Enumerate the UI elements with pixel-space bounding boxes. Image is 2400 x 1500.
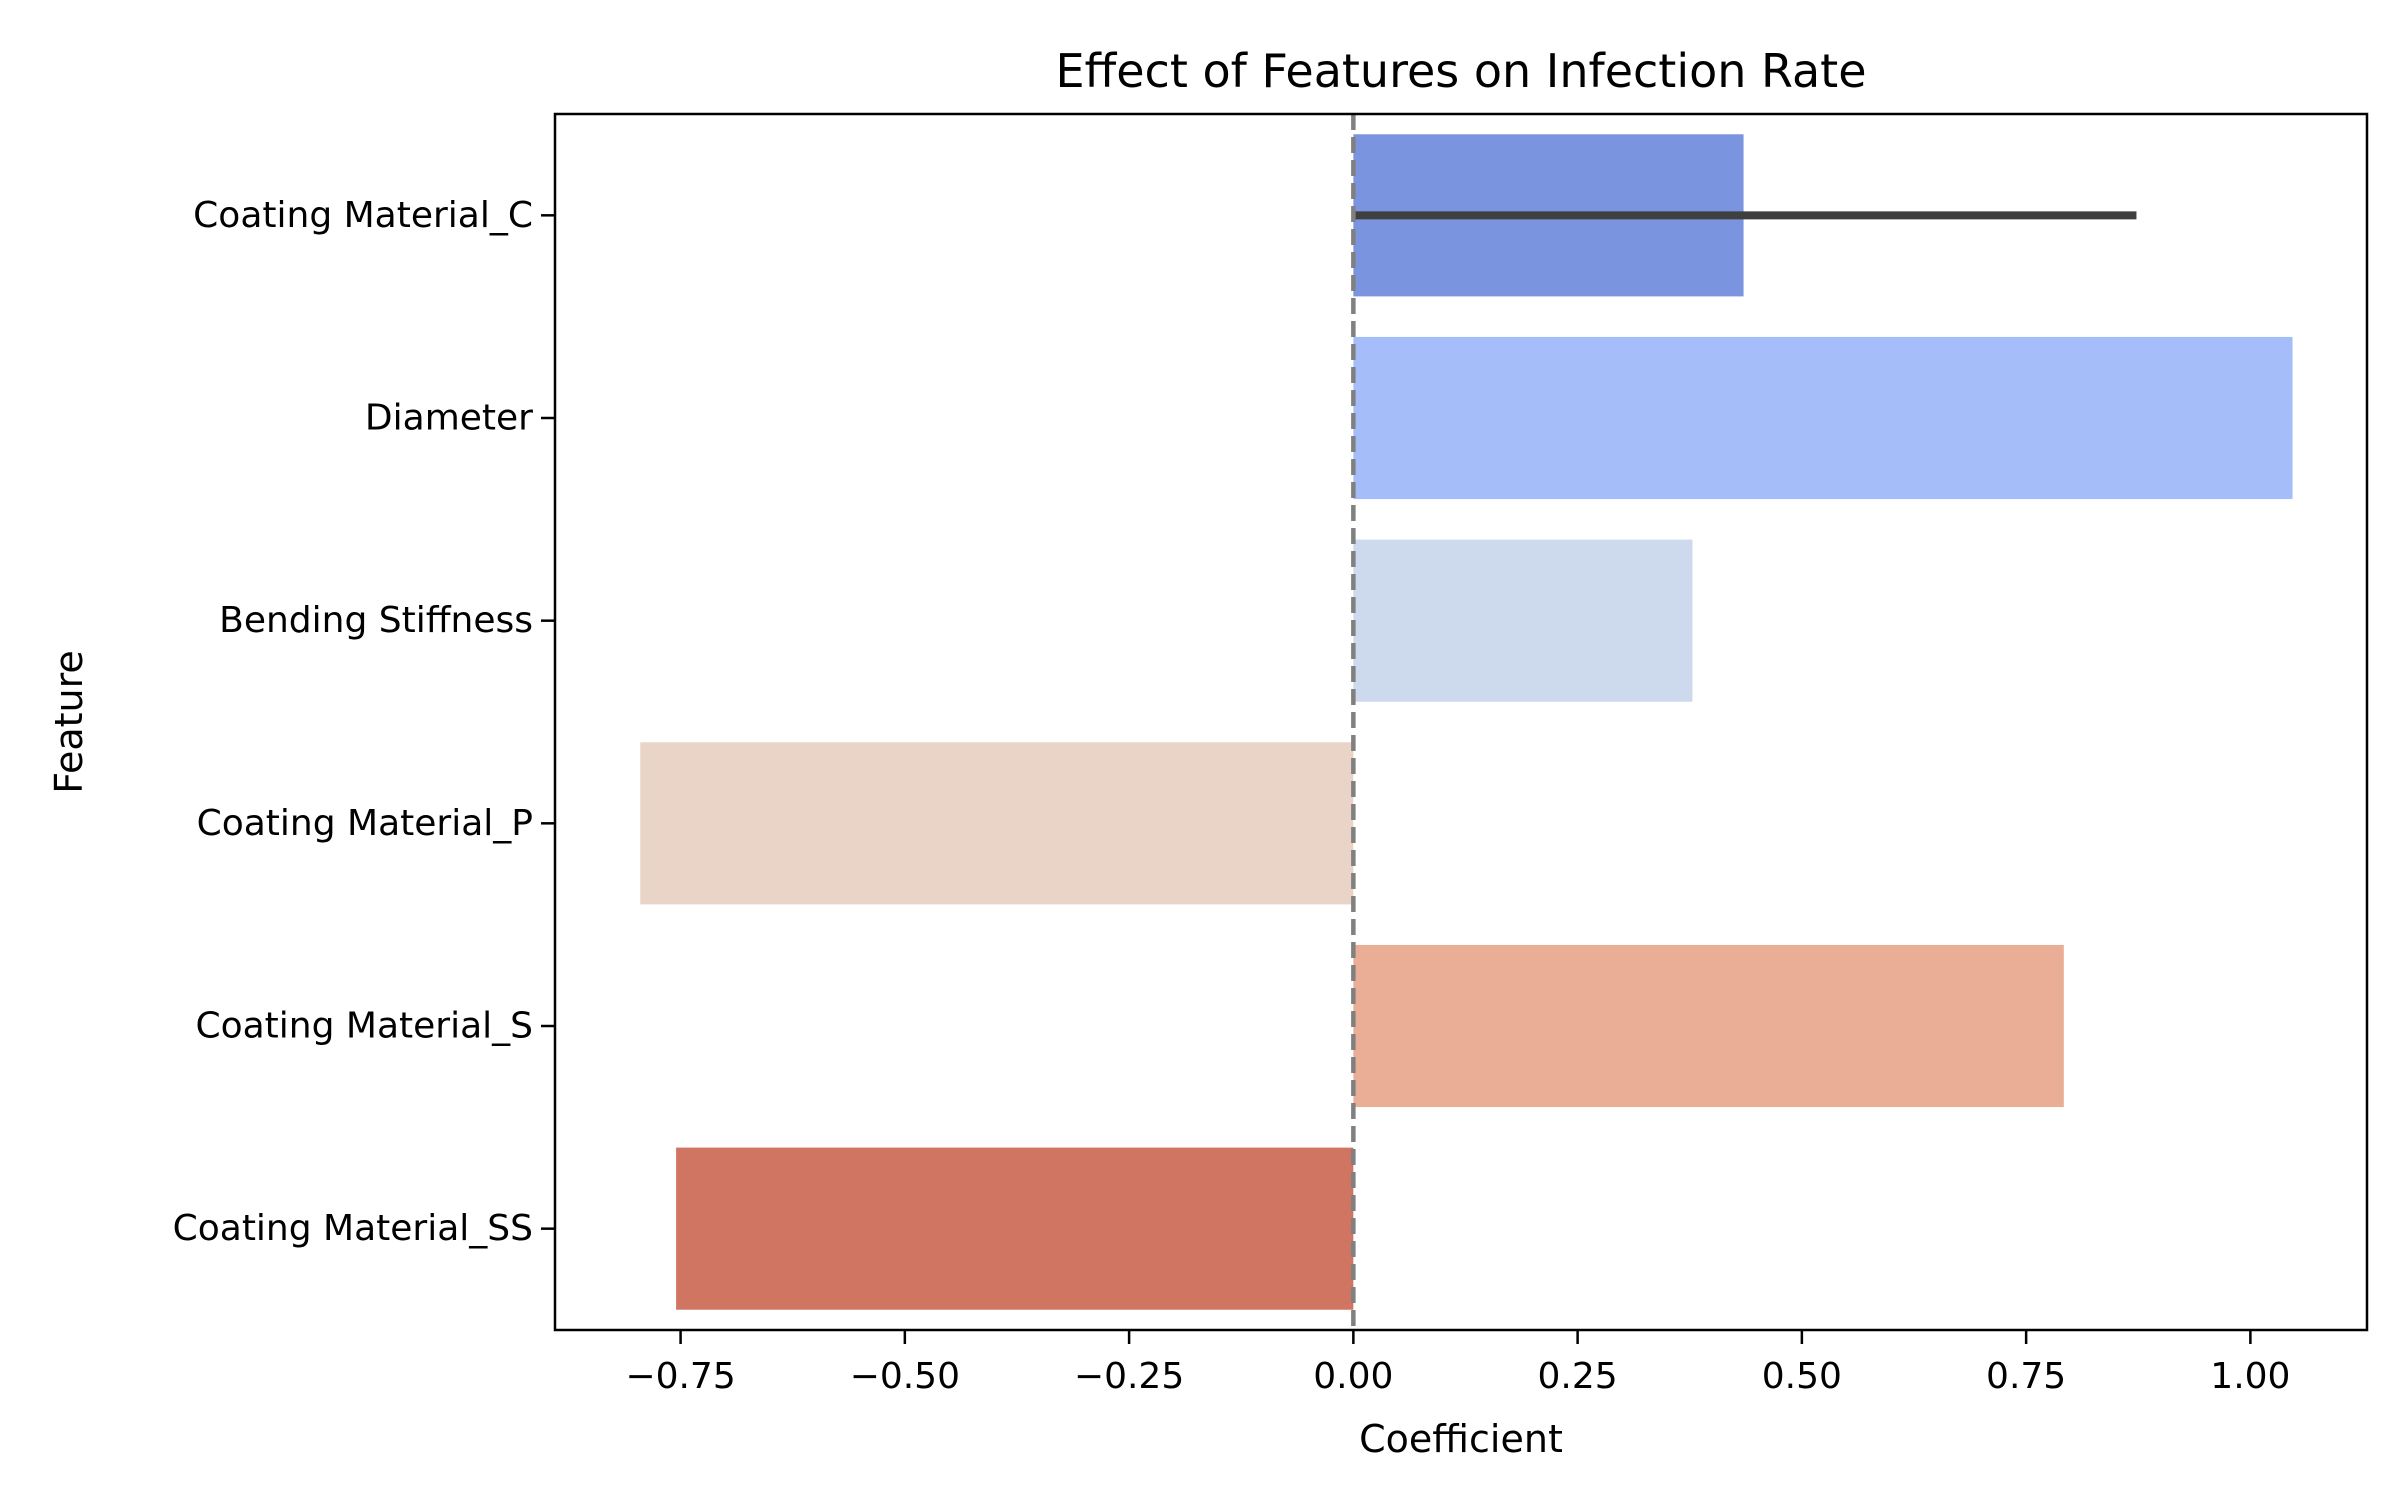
y-tick-label: Bending Stiffness bbox=[219, 600, 533, 641]
x-axis-ticks: −0.75 −0.50 −0.25 0.00 0.25 0.50 0.75 1.00 bbox=[625, 1330, 2290, 1397]
y-tick-label: Diameter bbox=[365, 398, 533, 439]
y-tick-label: Coating Material_S bbox=[195, 1006, 533, 1047]
y-axis-ticks: Coating Material_C Diameter Bending Stiffn… bbox=[173, 195, 555, 1249]
plot-frame bbox=[553, 112, 2369, 1332]
x-axis-title: Coefficient bbox=[1359, 1417, 1563, 1461]
y-axis-title: Feature bbox=[47, 650, 91, 794]
y-tick-label: Coating Material_P bbox=[197, 803, 533, 844]
y-tick-label: Coating Material_SS bbox=[173, 1208, 533, 1249]
x-tick-label: 0.25 bbox=[1538, 1356, 1618, 1397]
bars-layer bbox=[640, 114, 2293, 1330]
x-tick-label: 0.00 bbox=[1313, 1356, 1393, 1397]
x-tick-label: 0.75 bbox=[1986, 1356, 2066, 1397]
bar-coating-material-p bbox=[640, 742, 1354, 905]
x-tick-label: −0.50 bbox=[850, 1356, 960, 1397]
bar-coating-material-s bbox=[1353, 944, 2064, 1108]
bar-bending-stiffness bbox=[1353, 539, 1693, 702]
bar-diameter bbox=[1353, 336, 2293, 500]
x-tick-label: −0.75 bbox=[625, 1356, 735, 1397]
x-tick-label: 0.50 bbox=[1762, 1356, 1842, 1397]
x-tick-label: 1.00 bbox=[2210, 1356, 2290, 1397]
chart-title: Effect of Features on Infection Rate bbox=[1055, 44, 1866, 98]
y-tick-label: Coating Material_C bbox=[193, 195, 533, 236]
x-tick-label: −0.25 bbox=[1074, 1356, 1184, 1397]
bar-coating-material-ss bbox=[676, 1147, 1354, 1310]
